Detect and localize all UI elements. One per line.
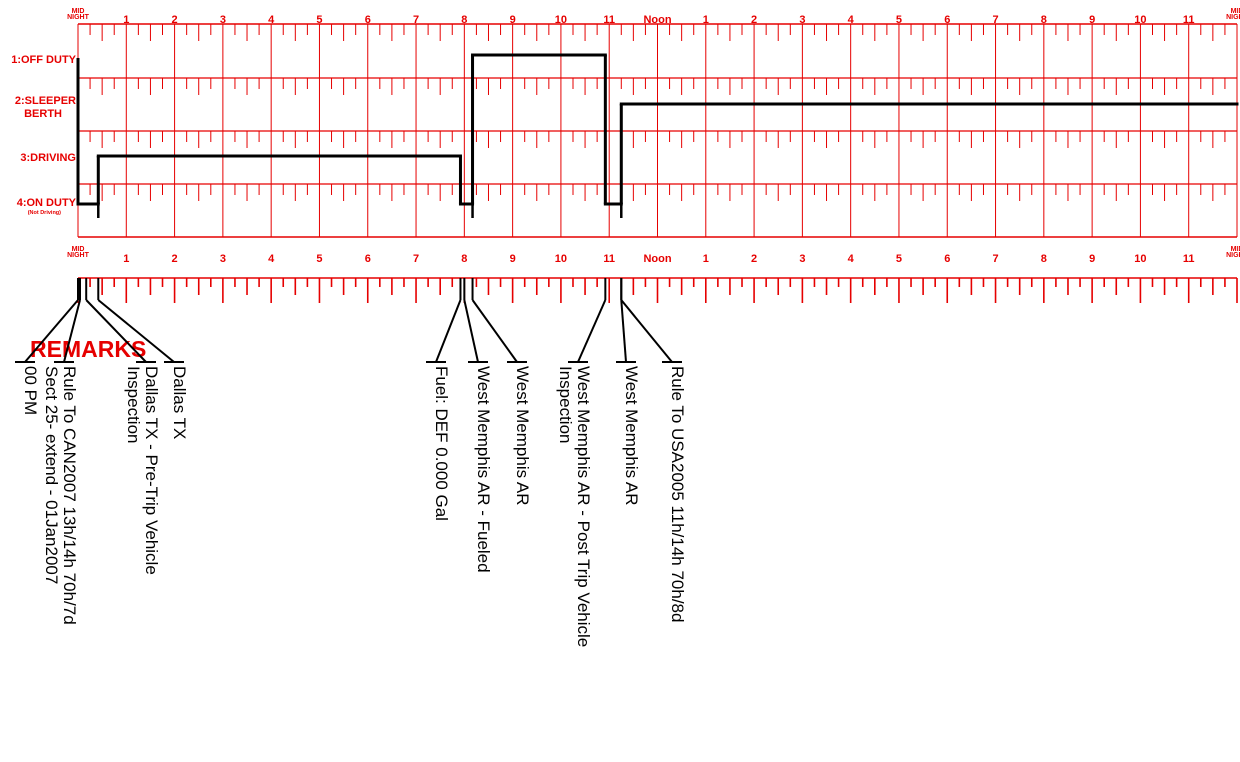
hour-label: 2 [172, 253, 178, 265]
hour-label: 11 [1183, 253, 1195, 265]
hour-label: 5 [896, 253, 902, 265]
midnight-label: MID [72, 246, 85, 253]
midnight-label: NIGHT [1226, 14, 1240, 21]
hour-label: 4 [848, 253, 855, 265]
hour-label: 3 [220, 14, 226, 26]
midnight-label: MID [1231, 8, 1240, 15]
remark-leader [577, 299, 607, 363]
status-label-sleeper-berth: BERTH [24, 108, 62, 120]
remark-leader [471, 299, 518, 363]
remark-leader [85, 299, 147, 363]
hour-label: 7 [992, 14, 998, 26]
remarks-title: REMARKS [30, 336, 146, 362]
midnight-label: NIGHT [1226, 252, 1240, 259]
hour-label: 4 [268, 253, 275, 265]
remark-text: Rule To USA2005 11h/14h 70h/8d [668, 366, 687, 622]
hour-label: 3 [799, 253, 805, 265]
remark-text: Rule To CAN2007 13h/14h 70h/7d [60, 366, 79, 625]
hour-label: 11 [603, 253, 615, 265]
remark-text: West Memphis AR [622, 366, 641, 506]
hour-label: 2 [172, 14, 178, 26]
hour-label: 3 [799, 14, 805, 26]
hour-label: 5 [896, 14, 902, 26]
remark-text: West Memphis AR - Post Trip Vehicle [574, 366, 593, 647]
hour-label: 8 [461, 253, 467, 265]
hour-label: 7 [413, 14, 419, 26]
hour-label: 10 [1134, 14, 1146, 26]
hour-label: 4 [848, 14, 855, 26]
midnight-label: MID [72, 8, 85, 15]
status-label-sleeper: 2:SLEEPER [15, 95, 76, 107]
remark-leader [620, 299, 627, 363]
hour-label: 9 [510, 14, 516, 26]
hour-label: 2 [751, 253, 757, 265]
hour-label: 11 [603, 14, 615, 26]
hour-label: 6 [944, 253, 950, 265]
hour-label: 11 [1183, 14, 1195, 26]
remarks-grid [77, 277, 1238, 303]
duty-status-line [76, 53, 1239, 218]
remark-text: Inspection [556, 366, 575, 444]
hour-label: 10 [555, 14, 567, 26]
hour-label: 9 [1089, 14, 1095, 26]
hour-label: 8 [1041, 253, 1047, 265]
hour-label: 8 [1041, 14, 1047, 26]
hour-label: 6 [365, 253, 371, 265]
duty-grid [77, 23, 1238, 238]
remark-text: Dallas TX - Pre-Trip Vehicle [142, 366, 161, 575]
hour-label: 3 [220, 253, 226, 265]
hour-label: 1 [703, 14, 709, 26]
midnight-label: MID [1231, 246, 1240, 253]
hour-label: 6 [944, 14, 950, 26]
hour-label: 5 [316, 14, 322, 26]
remark-text: Sect 25- extend - 01Jan2007 [42, 366, 61, 584]
hour-label: 10 [1134, 253, 1146, 265]
remark-leader [63, 299, 81, 363]
hour-label: 7 [413, 253, 419, 265]
status-label-not-driving: (Not Driving) [28, 210, 61, 216]
hour-label: 9 [1089, 253, 1095, 265]
hour-label: 6 [365, 14, 371, 26]
remarks-section: REMARKS 00 PM Rule To CAN2007 13h/14h 70h… [15, 278, 687, 647]
remark-text: Dallas TX [170, 366, 189, 439]
remark-leader [620, 299, 673, 363]
hour-label: Noon [643, 14, 671, 26]
remark-leader [97, 299, 175, 363]
hour-label: 4 [268, 14, 275, 26]
hour-label: 10 [555, 253, 567, 265]
remark-leader [435, 299, 462, 363]
remark-leader [24, 299, 79, 363]
hour-label: 5 [316, 253, 322, 265]
hour-label: 8 [461, 14, 467, 26]
remark-text: 00 PM [21, 366, 40, 415]
remark-leader [463, 299, 479, 363]
midnight-label: NIGHT [67, 252, 90, 259]
remark-text: West Memphis AR - Fueled [474, 366, 493, 573]
hour-label: 7 [992, 253, 998, 265]
hour-label: 2 [751, 14, 757, 26]
status-label-driving: 3:DRIVING [20, 152, 76, 164]
hour-label: 1 [123, 14, 129, 26]
status-label-off-duty: 1:OFF DUTY [11, 54, 76, 66]
hour-label: 9 [510, 253, 516, 265]
hour-label: Noon [643, 253, 671, 265]
hour-labels: 1 2 3 4 5 6 7 8 9 10 11 Noon 1 2 3 4 5 6 7 8 9 10 11MIDNIGHTMI… [67, 8, 1240, 265]
hour-label: 1 [703, 253, 709, 265]
status-label-on-duty: 4:ON DUTY [17, 197, 77, 209]
remark-text: Inspection [124, 366, 143, 444]
remark-text: West Memphis AR [513, 366, 532, 506]
hour-label: 1 [123, 253, 129, 265]
remark-text: Fuel: DEF 0.000 Gal [432, 366, 451, 521]
midnight-label: NIGHT [67, 14, 90, 21]
